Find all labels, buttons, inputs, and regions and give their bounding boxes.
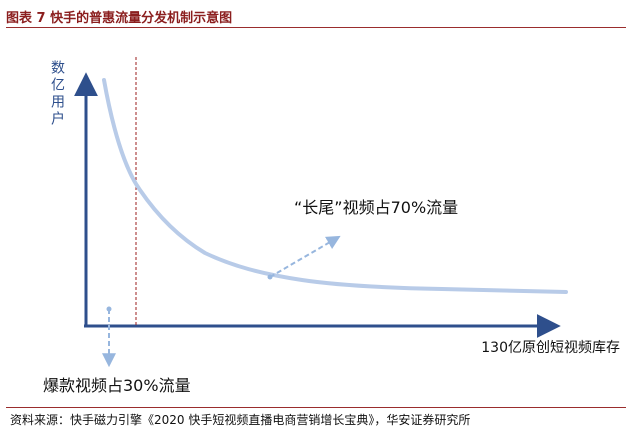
source-text: 资料来源：快手磁力引擎《2020 快手短视频直播电商营销增长宝典》，华安证券研究… — [10, 413, 471, 427]
y-axis-label: 数亿用户 — [49, 60, 65, 128]
hit-dot — [106, 306, 112, 312]
title-bar: 图表 7 快手的普惠流量分发机制示意图 — [6, 3, 626, 28]
source-bar: 资料来源：快手磁力引擎《2020 快手短视频直播电商营销增长宝典》，华安证券研究… — [6, 407, 626, 427]
long-tail-label: “长尾”视频占70%流量 — [294, 198, 458, 217]
x-axis-label: 130亿原创短视频库存 — [481, 340, 620, 356]
long-tail-arrow — [269, 235, 341, 278]
figure-title: 图表 7 快手的普惠流量分发机制示意图 — [6, 11, 233, 26]
long-tail-dot — [267, 274, 273, 280]
long-tail-curve — [102, 78, 568, 294]
hit-label: 爆款视频占30%流量 — [43, 376, 191, 395]
